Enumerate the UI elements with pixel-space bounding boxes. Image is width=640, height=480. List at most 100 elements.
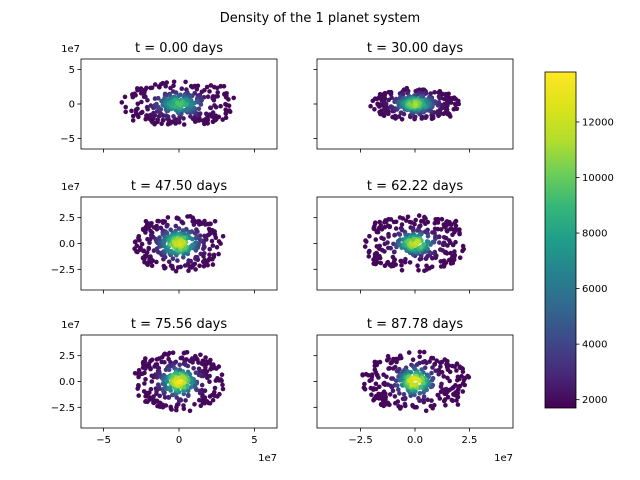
scatter-point <box>181 350 187 356</box>
scatter-point <box>393 378 399 384</box>
scatter-point <box>161 118 166 123</box>
subplot-1: t = 0.00 days −5 0 5 1e7 <box>60 41 278 153</box>
scatter-point <box>168 227 173 233</box>
scatter-point <box>399 222 405 227</box>
scatter-point <box>417 354 423 360</box>
y-offset-label: 1e7 <box>61 182 80 193</box>
subplot-3: t = 47.50 days −2.5 0.0 2.5 1e7 <box>51 179 278 294</box>
scatter-point <box>210 397 216 403</box>
scatter-point <box>220 117 225 122</box>
scatter-point <box>393 219 399 225</box>
scatter-point <box>393 226 399 231</box>
scatter-point <box>432 402 437 408</box>
scatter-point <box>366 373 371 378</box>
scatter-point <box>146 245 151 251</box>
scatter-point <box>210 243 216 248</box>
scatter-point <box>216 239 222 244</box>
subplot-title: t = 47.50 days <box>131 179 228 194</box>
colorbar-tick-label: 2000 <box>582 395 607 406</box>
scatter-point <box>136 393 141 398</box>
scatter-point <box>428 403 434 409</box>
subplot-2: t = 30.00 days <box>313 41 514 153</box>
scatter-point <box>398 404 404 410</box>
scatter-point <box>438 384 444 389</box>
scatter-point <box>212 219 218 224</box>
scatter-point <box>385 259 391 265</box>
scatter-point <box>385 240 390 245</box>
scatter-point <box>135 87 140 93</box>
scatter-point <box>185 363 191 369</box>
scatter-point <box>168 360 173 365</box>
scatter-point <box>151 110 156 116</box>
x-tick-label: −2.5 <box>348 435 372 446</box>
scatter-point <box>183 79 188 85</box>
y-tick-label: 5 <box>69 65 75 76</box>
scatter-point <box>423 408 429 414</box>
scatter-point <box>160 220 166 225</box>
scatter-point <box>382 220 387 225</box>
scatter-point <box>421 394 427 399</box>
scatter-point <box>212 84 217 90</box>
scatter-point <box>409 382 414 388</box>
scatter-point <box>194 86 200 92</box>
scatter-point <box>410 357 416 363</box>
scatter-point <box>377 384 382 390</box>
scatter-point <box>445 375 450 381</box>
colorbar-tick-label: 6000 <box>582 284 607 295</box>
scatter-point <box>445 367 451 373</box>
scatter-point <box>367 233 372 239</box>
scatter-point <box>433 368 439 374</box>
scatter-point <box>438 227 444 232</box>
x-tick-label: 0 <box>176 435 182 446</box>
scatter-point <box>215 90 220 95</box>
scatter-point <box>377 243 383 249</box>
scatter-point <box>381 236 386 242</box>
scatter-point <box>362 244 368 249</box>
scatter-point <box>154 375 160 380</box>
scatter-point <box>452 249 457 254</box>
scatter-point <box>161 263 167 269</box>
scatter-point <box>155 95 161 101</box>
scatter-point <box>144 253 149 259</box>
subplot-title: t = 0.00 days <box>135 41 223 56</box>
scatter-point <box>219 372 225 378</box>
scatter-point <box>221 84 227 89</box>
scatter-point <box>156 104 161 110</box>
scatter-point <box>429 398 434 403</box>
y-tick-label: −5 <box>60 134 75 145</box>
scatter-point <box>439 216 445 222</box>
colorbar-tick-label: 8000 <box>582 229 607 240</box>
colorbar: 2000 4000 6000 8000 10000 12000 <box>544 71 614 409</box>
x-tick-label: 5 <box>251 435 257 446</box>
scatter-point <box>186 392 191 398</box>
scatter-point <box>223 95 229 100</box>
scatter-point <box>220 234 226 239</box>
scatter-point <box>197 397 202 403</box>
scatter-point <box>208 105 213 110</box>
scatter-point <box>399 117 405 122</box>
scatter-point <box>373 381 379 387</box>
scatter-point <box>196 106 202 112</box>
scatter-point <box>136 384 141 389</box>
scatter-point <box>173 90 179 95</box>
scatter-point <box>162 395 168 400</box>
scatter-point <box>387 366 392 371</box>
scatter-point <box>394 359 399 365</box>
y-tick-label: 2.5 <box>59 213 75 224</box>
scatter-point <box>144 104 150 110</box>
scatter-point <box>435 109 440 114</box>
scatter-points <box>362 213 467 274</box>
scatter-point <box>402 401 408 407</box>
scatter-point <box>202 251 207 256</box>
scatter-point <box>164 230 170 236</box>
y-offset-label: 1e7 <box>61 320 80 331</box>
scatter-point <box>374 362 380 368</box>
figure-suptitle: Density of the 1 planet system <box>220 11 420 26</box>
scatter-point <box>410 228 416 233</box>
scatter-point <box>180 220 186 226</box>
scatter-point <box>432 226 438 232</box>
scatter-point <box>209 238 215 244</box>
scatter-point <box>413 217 419 223</box>
scatter-point <box>413 240 418 246</box>
